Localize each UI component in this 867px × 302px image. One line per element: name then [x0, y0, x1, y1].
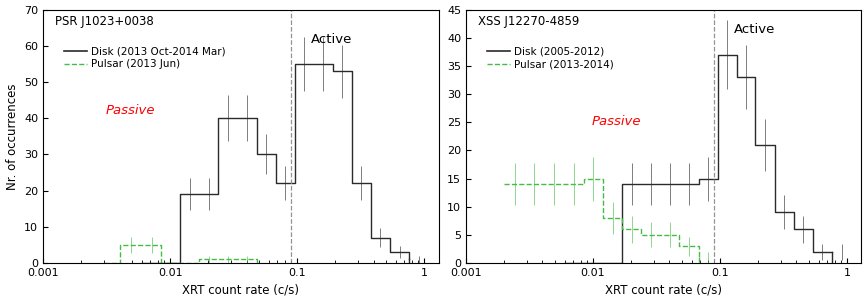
Text: Active: Active	[311, 34, 353, 47]
Text: Passive: Passive	[591, 114, 641, 127]
Text: Passive: Passive	[106, 104, 155, 117]
Y-axis label: Nr. of occurrences: Nr. of occurrences	[5, 83, 18, 190]
Text: XSS J12270-4859: XSS J12270-4859	[478, 14, 579, 27]
Legend: Disk (2013 Oct-2014 Mar), Pulsar (2013 Jun): Disk (2013 Oct-2014 Mar), Pulsar (2013 J…	[60, 43, 231, 74]
X-axis label: XRT count rate (c/s): XRT count rate (c/s)	[182, 284, 299, 297]
Legend: Disk (2005-2012), Pulsar (2013-2014): Disk (2005-2012), Pulsar (2013-2014)	[483, 43, 618, 74]
Text: Active: Active	[734, 23, 775, 36]
Text: PSR J1023+0038: PSR J1023+0038	[55, 14, 153, 27]
X-axis label: XRT count rate (c/s): XRT count rate (c/s)	[605, 284, 722, 297]
